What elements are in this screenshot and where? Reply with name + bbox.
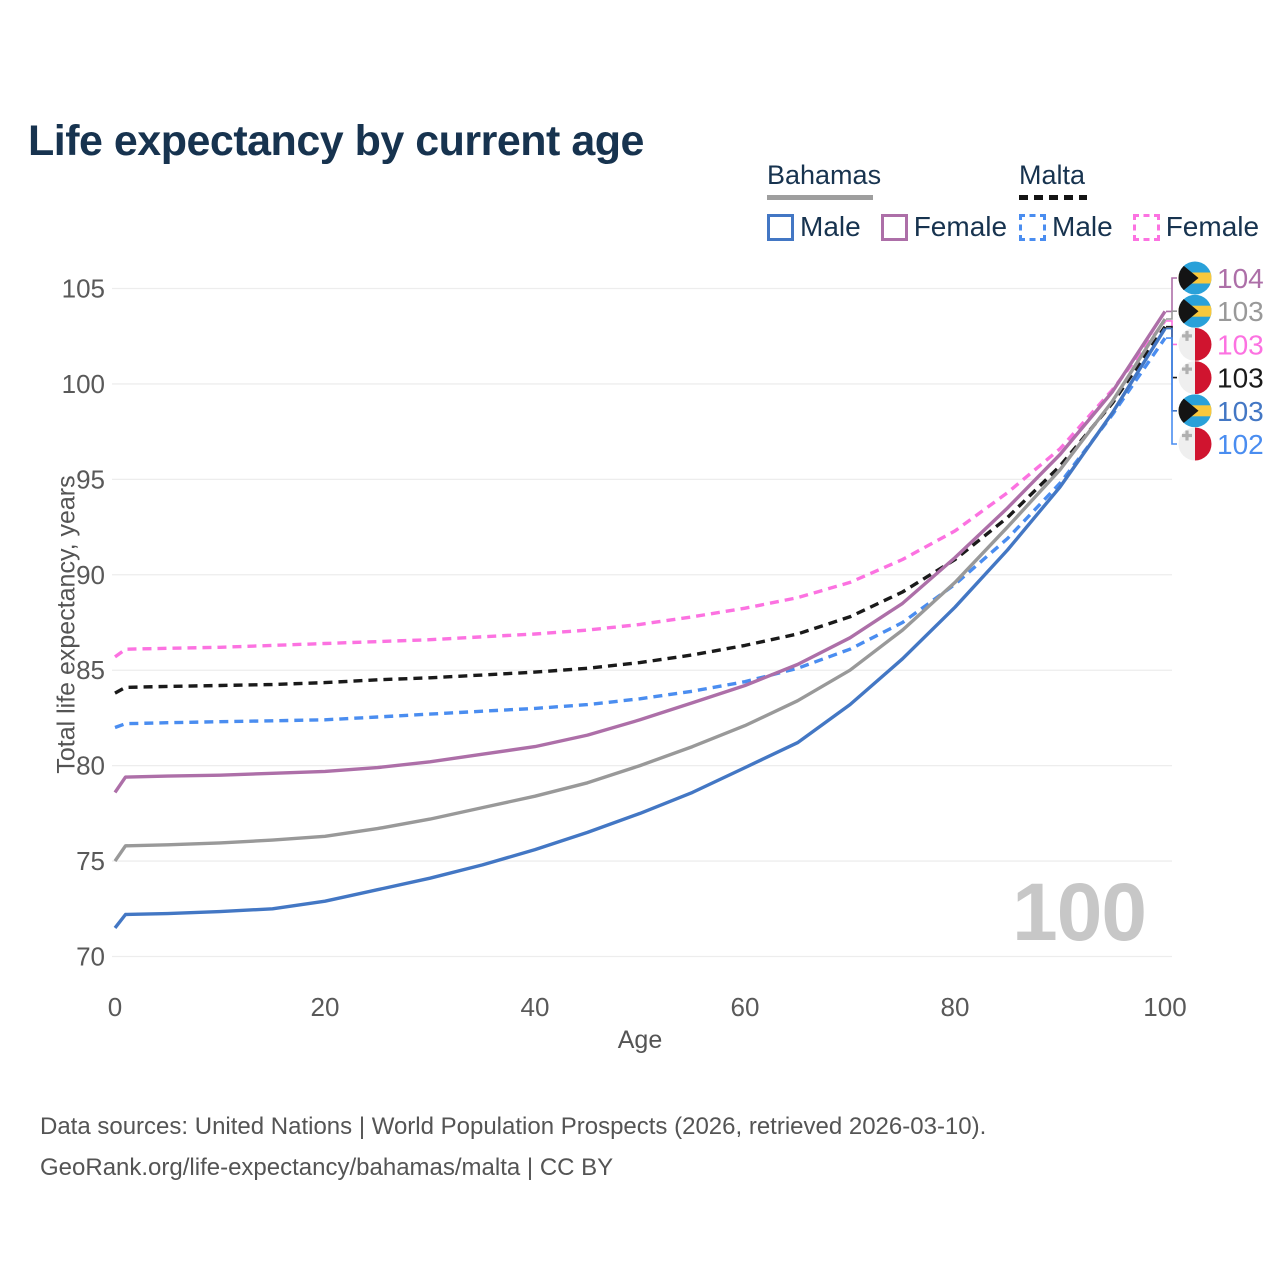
malta-male-swatch[interactable] [1019, 213, 1046, 241]
legend-group-malta: Malta Male Female [1019, 160, 1259, 243]
label-connector-bahamas-both [1166, 310, 1177, 320]
malta-dashed-line-swatch [1019, 195, 1087, 200]
legend-group-bahamas: Bahamas Male Female [767, 160, 1007, 243]
bahamas-male-label[interactable]: Male [800, 211, 861, 242]
y-tick-label: 100 [62, 369, 105, 399]
malta-flag-icon [1178, 361, 1212, 395]
series-line-bahamas-female[interactable] [113, 310, 1167, 794]
malta-female-label[interactable]: Female [1165, 211, 1260, 242]
data-sources-line: Data sources: United Nations | World Pop… [40, 1113, 987, 1140]
y-tick-label: 70 [76, 942, 105, 972]
attribution-line: GeoRank.org/life-expectancy/bahamas/malt… [40, 1154, 614, 1181]
bahamas-male-swatch[interactable] [767, 213, 794, 241]
y-tick-label: 85 [76, 655, 105, 685]
x-tick-label: 0 [108, 992, 122, 1022]
series-line-malta-male[interactable] [114, 337, 1167, 730]
bahamas-solid-line-swatch [767, 195, 873, 200]
bahamas-flag-icon [1178, 294, 1212, 328]
end-value-label: 103 [1217, 329, 1264, 360]
x-tick-label: 20 [311, 992, 340, 1022]
footer: Data sources: United Nations | World Pop… [40, 1106, 986, 1188]
y-tick-label: 90 [76, 560, 105, 590]
malta-female-swatch[interactable] [1132, 213, 1160, 241]
malta-male-label[interactable]: Male [1052, 211, 1113, 242]
bahamas-flag-icon [1178, 394, 1212, 428]
x-tick-label: 40 [521, 992, 550, 1022]
end-value-label: 103 [1217, 396, 1264, 427]
y-axis-title: Total life expectancy, years [52, 475, 81, 774]
malta-flag-icon [1178, 427, 1212, 461]
x-tick-label: 80 [941, 992, 970, 1022]
legend-country-malta: Malta [1019, 160, 1086, 190]
x-tick-label: 60 [731, 992, 760, 1022]
end-value-label: 104 [1217, 263, 1264, 294]
malta-flag-icon [1178, 327, 1212, 361]
bahamas-flag-icon [1178, 261, 1212, 295]
end-value-label: 103 [1217, 296, 1264, 327]
bahamas-female-swatch[interactable] [880, 213, 908, 241]
label-connector-bahamas-female [1166, 277, 1177, 313]
label-connector-malta-male [1166, 337, 1177, 445]
y-tick-label: 80 [76, 751, 105, 781]
hover-age-display: 100 [1012, 867, 1147, 958]
series-line-malta-female[interactable] [113, 319, 1167, 659]
y-tick-label: 75 [76, 846, 105, 876]
y-tick-label: 105 [62, 274, 105, 304]
x-tick-label: 100 [1143, 992, 1186, 1022]
page-title: Life expectancy by current age [28, 116, 644, 165]
series-line-bahamas-male[interactable] [113, 327, 1167, 929]
bahamas-female-label[interactable]: Female [913, 211, 1008, 242]
x-axis-title: Age [617, 1026, 663, 1054]
legend-country-bahamas: Bahamas [767, 160, 882, 190]
series-line-malta-both[interactable] [114, 325, 1167, 695]
y-tick-label: 95 [76, 464, 105, 494]
end-value-label: 102 [1217, 429, 1264, 460]
series-line-bahamas-both[interactable] [113, 318, 1167, 863]
end-value-label: 103 [1217, 363, 1264, 394]
